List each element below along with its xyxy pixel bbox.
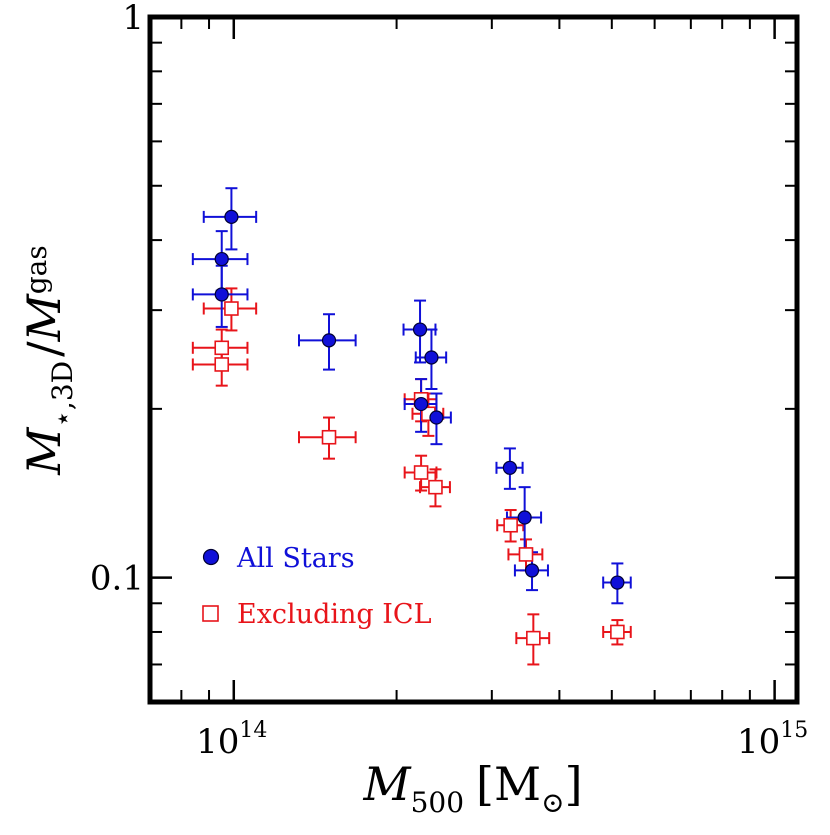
y-axis-label-main2: M (17, 292, 71, 342)
x-axis-label-unit-sub: ⊙ (541, 786, 564, 819)
x-tick-label-base: 10 (196, 722, 239, 762)
x-tick-label-exp: 14 (239, 718, 267, 743)
legend: All Stars Excluding ICL (202, 543, 432, 630)
data-point-excluding-icl (224, 301, 239, 316)
data-point-all-stars (502, 460, 517, 475)
data-point-excluding-icl (214, 357, 230, 372)
legend-label-excluding-icl: Excluding ICL (237, 599, 432, 630)
y-axis-label: M⋆,3D/Mgas (17, 245, 79, 475)
x-axis-label-main: M (362, 757, 412, 811)
data-point-all-stars (321, 333, 337, 348)
x-axis-label-unit: [M (476, 757, 541, 811)
data-point-all-stars (214, 287, 229, 302)
data-point-all-stars (413, 396, 429, 412)
x-axis-label-unit-close: ] (565, 757, 583, 811)
plot-frame (147, 14, 800, 705)
data-point-all-stars (610, 575, 625, 590)
y-tick-label: 1 (122, 0, 144, 38)
x-axis-label-sub: 500 (411, 786, 464, 819)
error-bars (191, 187, 632, 666)
y-axis-label-sub2: gas (20, 245, 53, 294)
x-tick-label-base: 10 (737, 722, 780, 762)
data-point-all-stars (524, 563, 540, 578)
x-tick-label: 1014 (196, 718, 267, 762)
legend-marker-all-stars (202, 548, 220, 566)
data-point-all-stars (517, 510, 532, 525)
data-point-excluding-icl (610, 624, 625, 640)
data-point-all-stars (424, 350, 439, 365)
y-tick-label: 0.1 (90, 559, 144, 599)
y-axis-label-main: M (17, 426, 71, 476)
data-point-excluding-icl (503, 517, 518, 533)
data-point-excluding-icl (518, 547, 534, 562)
data-point-excluding-icl (428, 479, 443, 495)
legend-marker-excluding-icl (202, 605, 219, 622)
data-markers (214, 209, 625, 646)
data-point-all-stars (429, 410, 444, 425)
data-point-all-stars (412, 322, 428, 337)
data-point-excluding-icl (321, 429, 337, 445)
y-axis-label-sep: / (17, 341, 71, 357)
data-point-excluding-icl (214, 340, 230, 356)
data-point-all-stars (214, 251, 229, 267)
legend-label-all-stars: All Stars (236, 543, 355, 574)
x-tick-label-exp: 15 (780, 718, 808, 743)
x-tick-label: 1015 (737, 718, 808, 762)
y-axis-label-sub: ⋆,3D (46, 361, 79, 428)
data-point-excluding-icl (413, 465, 429, 480)
x-axis-label: M500 [M⊙] (362, 757, 582, 819)
data-point-all-stars (224, 209, 239, 224)
data-point-excluding-icl (526, 630, 541, 646)
